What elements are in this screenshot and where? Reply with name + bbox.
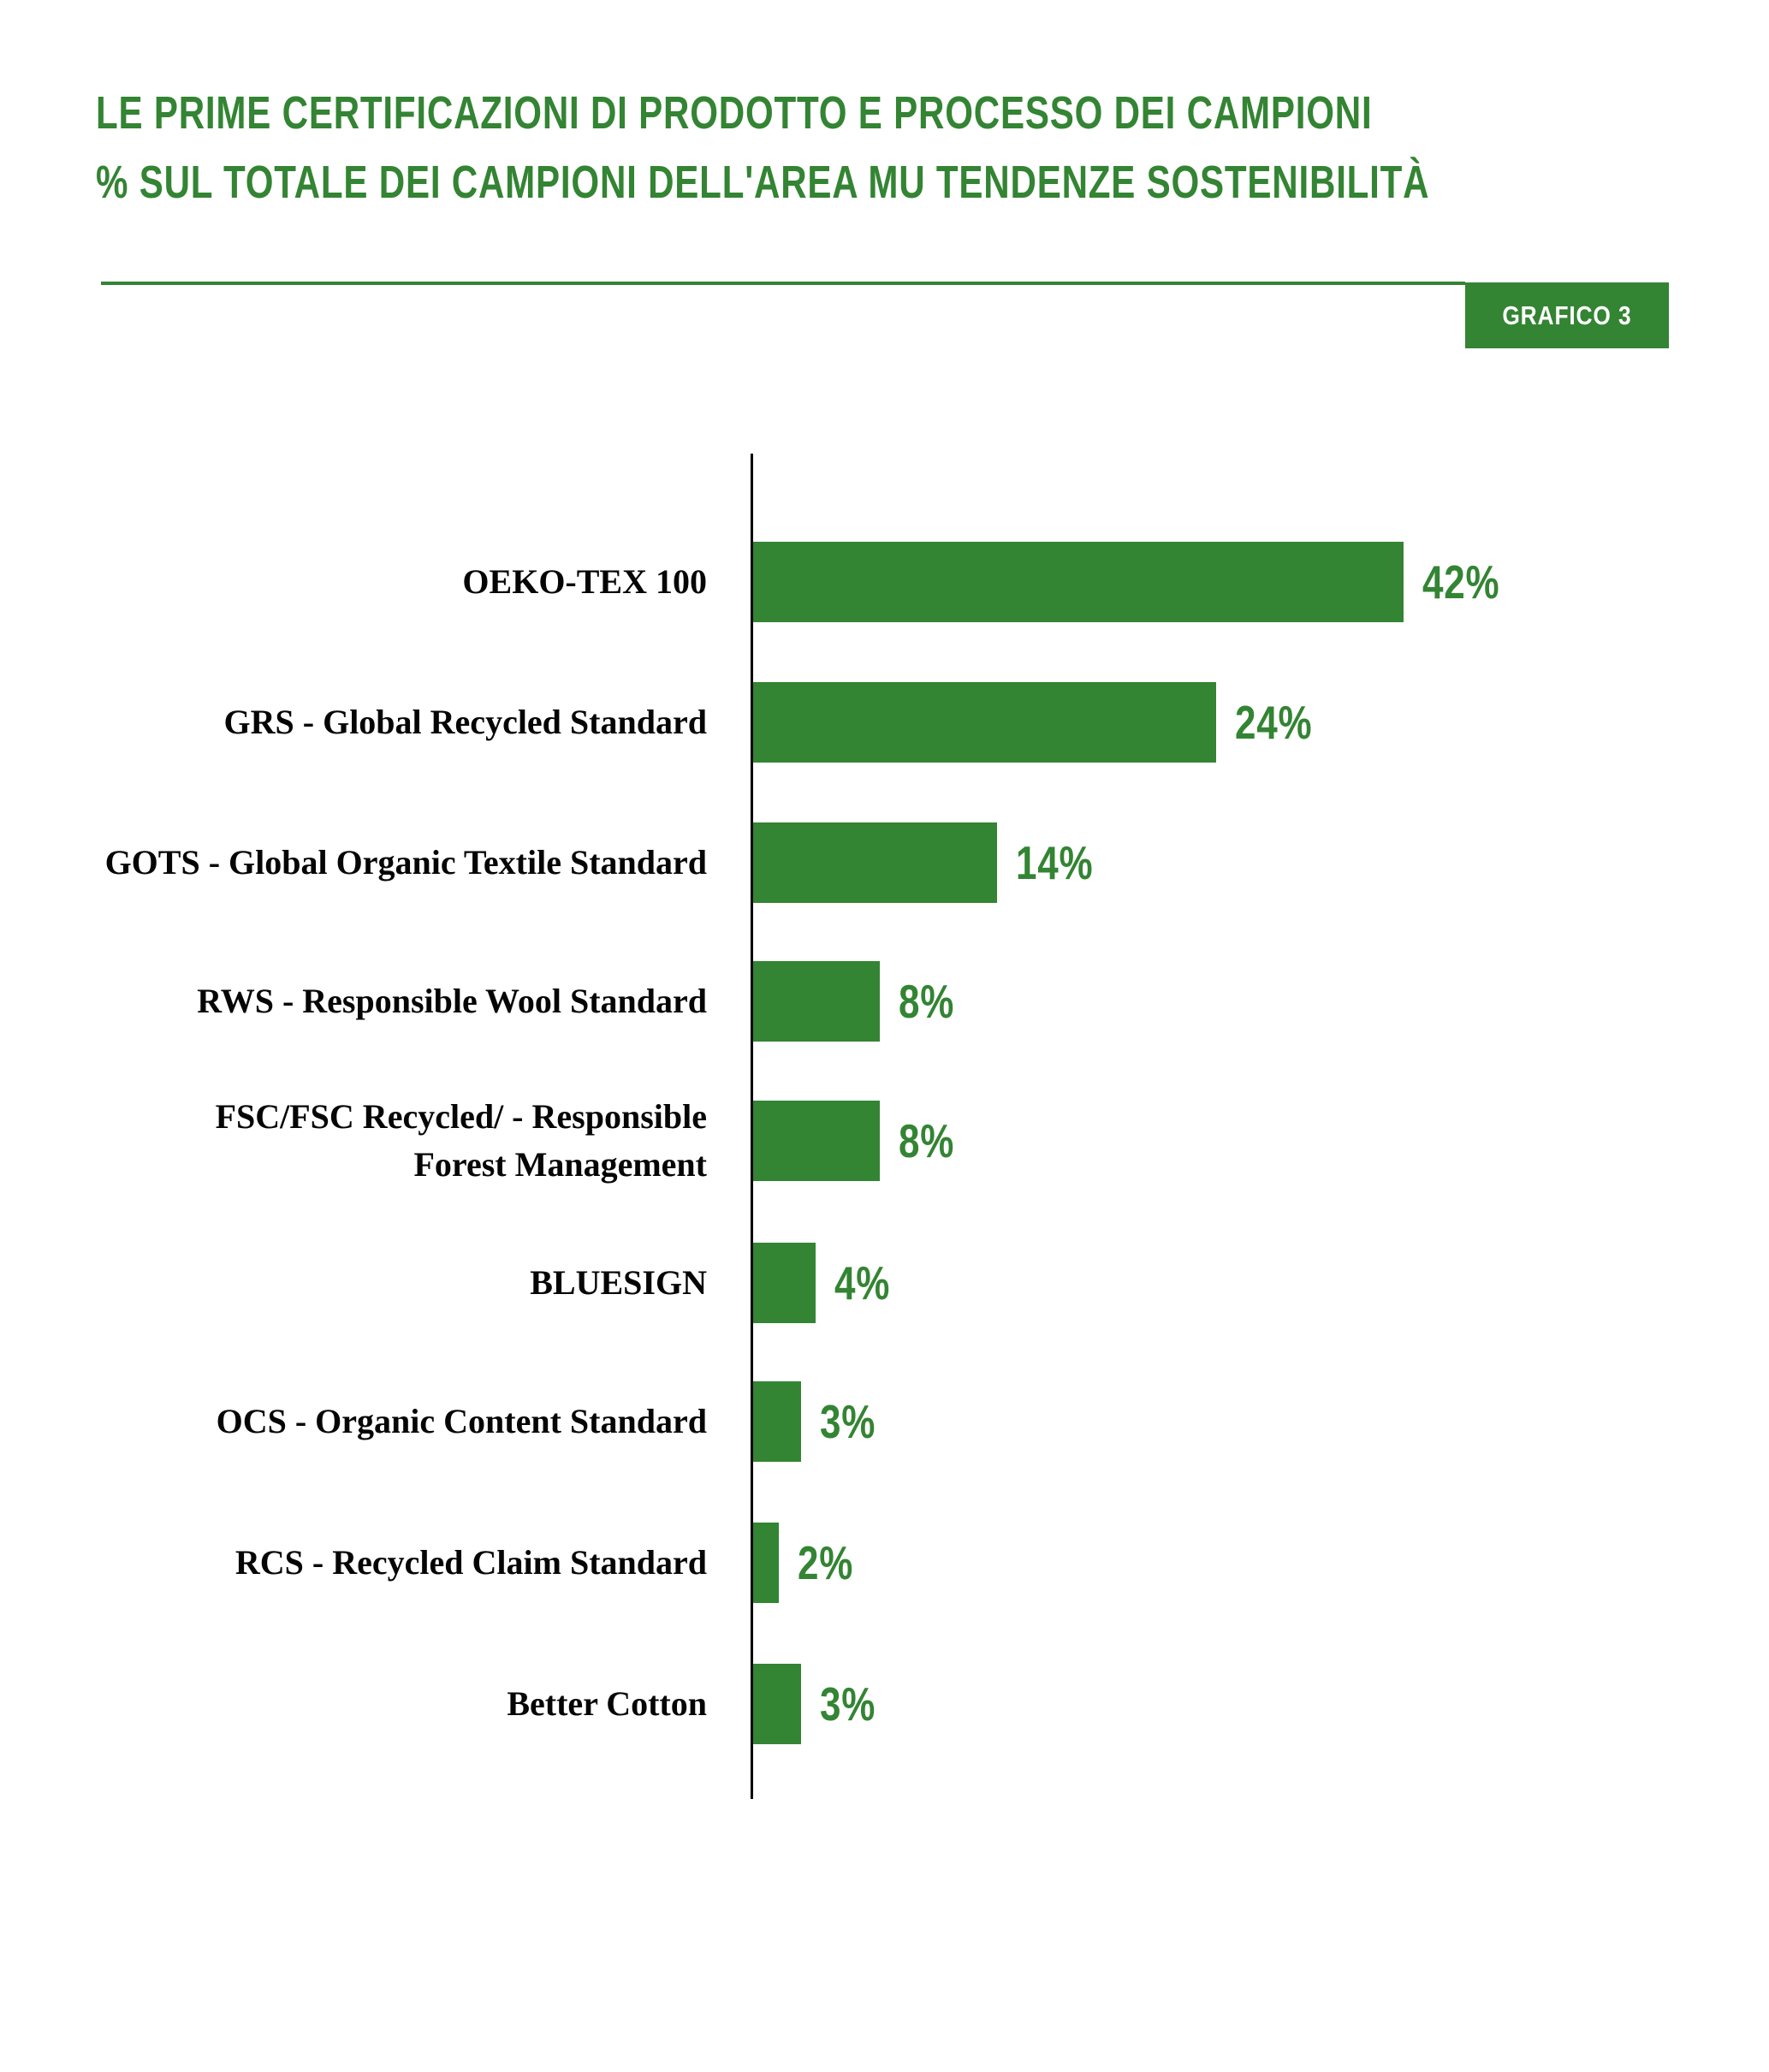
category-label-line: FSC/FSC Recycled/ - Responsible <box>215 1097 707 1136</box>
bar <box>753 1523 779 1603</box>
category-label-line: GRS - Global Recycled Standard <box>223 703 707 741</box>
value-label: 4% <box>834 1243 905 1323</box>
grafico-badge: GRAFICO 3 <box>1465 282 1669 348</box>
chart-title-line-1: LE PRIME CERTIFICAZIONI DI PRODOTTO E PR… <box>96 87 1373 139</box>
category-label: BLUESIGN <box>94 1243 707 1323</box>
grafico-badge-label: GRAFICO 3 <box>1502 300 1632 330</box>
bar <box>753 1664 801 1744</box>
category-label-line: Better Cotton <box>507 1684 707 1723</box>
category-label-line: BLUESIGN <box>530 1263 707 1302</box>
value-text: 8% <box>899 975 955 1028</box>
bar <box>753 682 1216 763</box>
category-label: GOTS - Global Organic Textile Standard <box>94 822 707 903</box>
value-label: 8% <box>899 961 969 1042</box>
category-label-line: RWS - Responsible Wool Standard <box>197 982 707 1020</box>
category-label-line: OEKO-TEX 100 <box>462 562 707 601</box>
bar <box>753 1101 880 1181</box>
category-label: GRS - Global Recycled Standard <box>94 682 707 763</box>
bar <box>753 961 880 1042</box>
bar <box>753 542 1404 622</box>
value-label: 24% <box>1235 682 1332 763</box>
category-label: RWS - Responsible Wool Standard <box>94 961 707 1042</box>
category-label-line: OCS - Organic Content Standard <box>216 1402 707 1440</box>
category-label: OEKO-TEX 100 <box>94 542 707 622</box>
divider-line <box>101 282 1465 285</box>
value-label: 14% <box>1016 822 1113 903</box>
value-label: 3% <box>820 1664 890 1744</box>
value-text: 3% <box>820 1677 876 1731</box>
chart-title: LE PRIME CERTIFICAZIONI DI PRODOTTO E PR… <box>96 79 1769 217</box>
value-text: 4% <box>834 1256 891 1309</box>
value-text: 3% <box>820 1395 876 1448</box>
category-label: FSC/FSC Recycled/ - Responsible Forest Ma… <box>94 1097 707 1184</box>
value-text: 42% <box>1422 555 1500 609</box>
bar <box>753 822 997 903</box>
category-label: OCS - Organic Content Standard <box>94 1381 707 1462</box>
value-text: 14% <box>1016 836 1094 889</box>
value-label: 2% <box>798 1523 868 1603</box>
value-label: 8% <box>899 1101 969 1181</box>
category-label-line: Forest Management <box>413 1145 708 1184</box>
value-label: 3% <box>820 1381 890 1462</box>
category-label-line: RCS - Recycled Claim Standard <box>234 1543 707 1582</box>
category-label: Better Cotton <box>94 1664 707 1744</box>
value-text: 2% <box>798 1536 854 1589</box>
value-label: 42% <box>1422 542 1519 622</box>
y-axis-line <box>751 454 753 1799</box>
category-label-line: GOTS - Global Organic Textile Standard <box>104 843 707 882</box>
bar <box>753 1381 801 1462</box>
chart-title-line-2: % SUL TOTALE DEI CAMPIONI DELL'AREA MU T… <box>96 157 1430 208</box>
value-text: 8% <box>899 1114 955 1167</box>
bar <box>753 1243 816 1323</box>
value-text: 24% <box>1235 696 1313 749</box>
category-label: RCS - Recycled Claim Standard <box>94 1523 707 1603</box>
